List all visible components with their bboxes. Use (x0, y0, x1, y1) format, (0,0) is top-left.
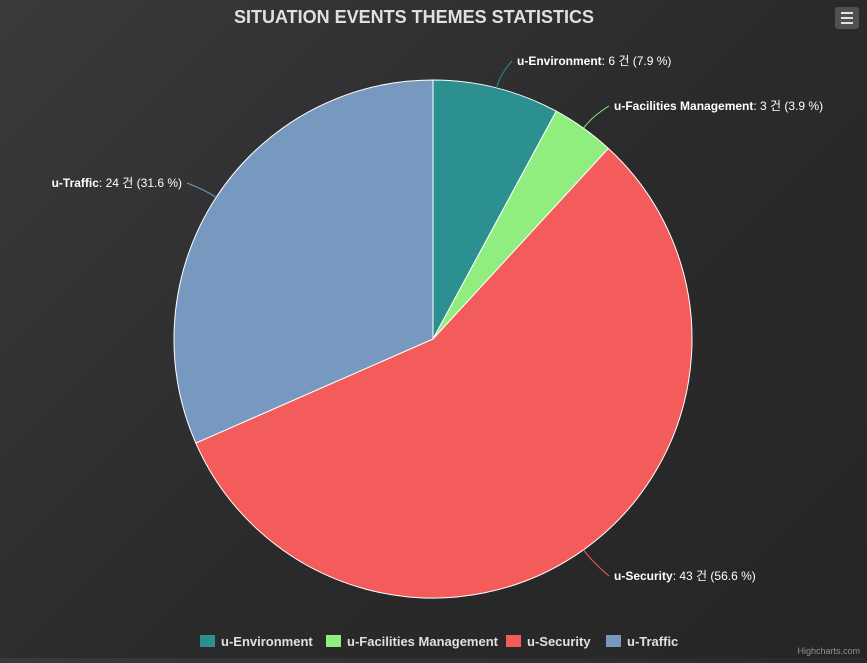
label-connectors (186, 60, 610, 577)
data-label-value: : 24 건 (31.6 %) (99, 176, 182, 190)
legend-swatch (606, 635, 621, 647)
connector-u-environment (496, 60, 513, 89)
legend-item-u-facilities-management[interactable]: u-Facilities Management (326, 634, 499, 649)
hamburger-menu-icon (841, 12, 853, 14)
hamburger-menu-icon-bar-bottom (841, 22, 853, 24)
data-label-name: u-Facilities Management (614, 99, 753, 113)
legend-swatch (506, 635, 521, 647)
data-label-value: : 3 건 (3.9 %) (753, 99, 823, 113)
data-label-value: : 6 건 (7.9 %) (602, 54, 672, 68)
pie-slice-u-traffic[interactable] (173, 79, 434, 444)
hamburger-menu-icon-bar (841, 17, 853, 19)
legend: u-Environment u-Facilities Management u-Se… (200, 634, 678, 649)
legend-item-u-environment[interactable]: u-Environment (200, 634, 313, 649)
data-label-value: : 43 건 (56.6 %) (673, 569, 756, 583)
data-label-u-facilities-management: u-Facilities Management: 3 건 (3.9 %) (614, 99, 823, 113)
pie-slices (173, 79, 693, 599)
legend-label: u-Security (527, 634, 591, 649)
connector-u-security (583, 549, 610, 577)
connector-u-traffic (186, 182, 217, 198)
data-label-u-security: u-Security: 43 건 (56.6 %) (614, 569, 756, 583)
chart-title: SITUATION EVENTS THEMES STATISTICS (234, 7, 594, 27)
data-label-name: u-Traffic (52, 176, 100, 190)
data-label-name: u-Security (614, 569, 673, 583)
data-label-u-environment: u-Environment: 6 건 (7.9 %) (517, 54, 671, 68)
legend-swatch (200, 635, 215, 647)
export-menu-button[interactable] (835, 7, 859, 29)
legend-item-u-security[interactable]: u-Security (506, 634, 591, 649)
data-label-name: u-Environment (517, 54, 602, 68)
legend-label: u-Environment (221, 634, 313, 649)
data-labels: u-Environment: 6 건 (7.9 %) u-Facilities M… (52, 54, 824, 583)
pie-slice-u-security[interactable] (195, 147, 693, 599)
data-label-u-traffic: u-Traffic: 24 건 (31.6 %) (52, 176, 182, 190)
credits-link[interactable]: Highcharts.com (797, 646, 860, 656)
legend-swatch (326, 635, 341, 647)
legend-label: u-Facilities Management (347, 634, 499, 649)
legend-item-u-traffic[interactable]: u-Traffic (606, 634, 678, 649)
legend-label: u-Traffic (627, 634, 678, 649)
connector-u-facilities-management (583, 105, 610, 129)
